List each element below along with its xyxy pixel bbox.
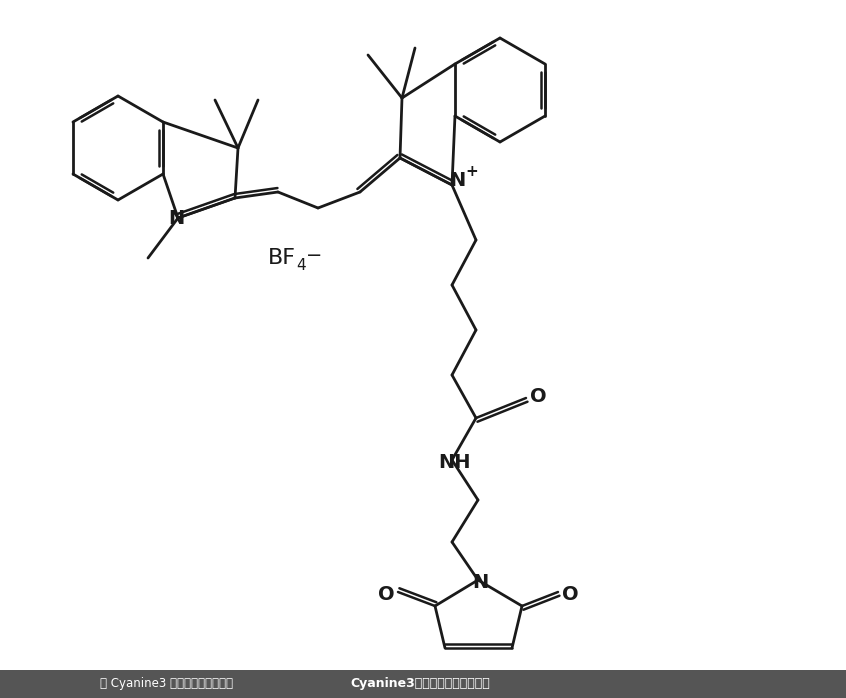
Text: BF: BF [268,248,296,268]
Text: N: N [472,572,488,591]
Text: Cyanine3染料马来酰亚胺的结构: Cyanine3染料马来酰亚胺的结构 [350,678,490,690]
Text: −: − [306,246,322,265]
Bar [0,670,846,698]
Text: N: N [168,209,184,228]
Text: O: O [562,584,579,604]
Text: N: N [449,170,465,189]
Text: O: O [530,387,547,406]
Text: O: O [377,584,394,604]
Text: +: + [465,163,478,179]
Text: 4: 4 [296,258,305,272]
Text: 用 Cyanine3 马来酰亚胺标记蛋白: 用 Cyanine3 马来酰亚胺标记蛋白 [100,678,233,690]
Text: NH: NH [437,452,470,472]
